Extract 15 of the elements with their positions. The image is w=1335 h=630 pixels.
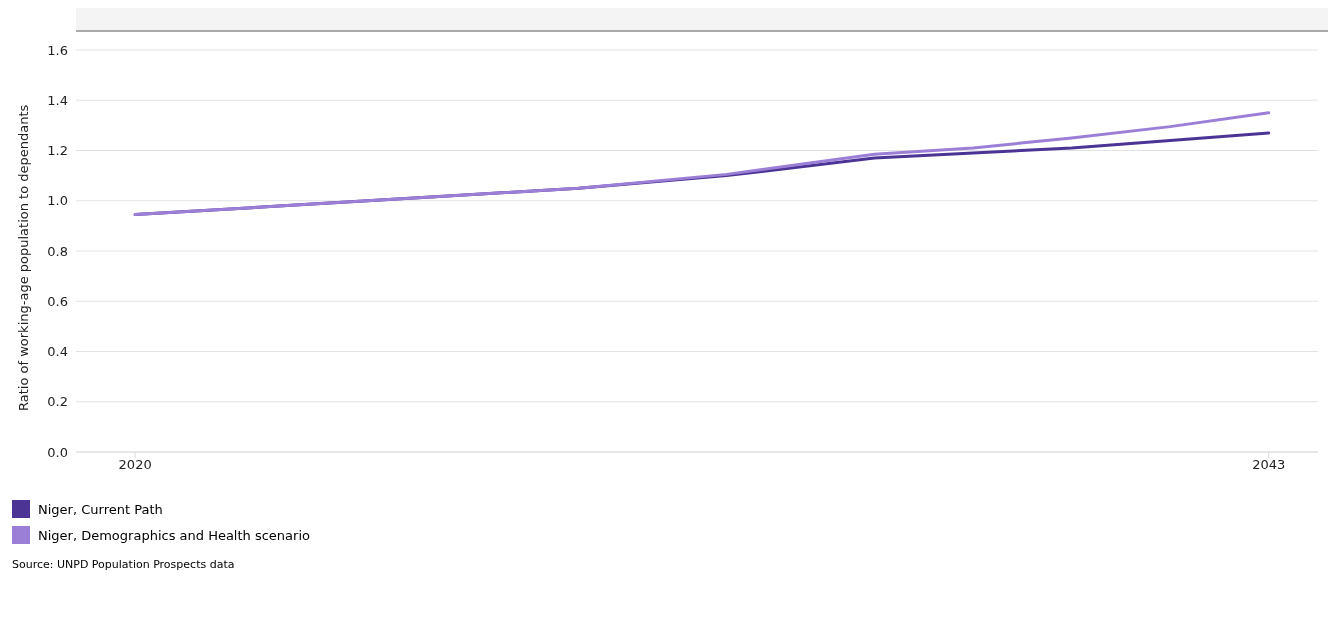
y-tick-label: 0.2 <box>47 394 68 410</box>
y-tick-label: 1.0 <box>47 193 68 209</box>
y-tick-label: 1.4 <box>47 92 68 108</box>
y-tick-label: 0.0 <box>47 444 68 460</box>
y-axis-title: Ratio of working-age population to dependants <box>15 104 31 411</box>
legend-label: Niger, Demographics and Health scenario <box>38 527 310 543</box>
y-tick-label: 0.8 <box>47 243 68 259</box>
x-tick-label: 2020 <box>118 457 152 473</box>
source-note: Source: UNPD Population Prospects data <box>12 558 236 571</box>
y-tick-label: 1.6 <box>47 42 68 58</box>
x-tick-label: 2043 <box>1252 457 1286 473</box>
y-tick-label: 1.2 <box>47 143 68 159</box>
y-tick-label: 0.4 <box>47 344 68 360</box>
y-tick-label: 0.6 <box>47 293 68 309</box>
legend-label: Niger, Current Path <box>38 501 163 517</box>
